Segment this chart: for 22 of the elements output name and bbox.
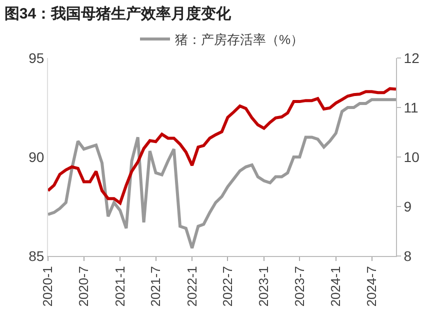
x-tick-label: 2024-1: [328, 266, 344, 307]
x-tick-label: 2020-7: [76, 266, 92, 307]
x-tick-label: 2022-1: [184, 266, 200, 307]
line-series: [48, 98, 396, 250]
x-tick-label: 2022-7: [220, 266, 235, 307]
y-tick-label: 85: [28, 248, 44, 264]
y-tick-label: 90: [28, 148, 44, 165]
line-series: [48, 87, 396, 205]
x-tick-label: 2024-7: [364, 266, 379, 307]
legend-label: 猪：产房存活率（%）: [175, 32, 304, 48]
y2-tick-label: 12: [404, 50, 420, 66]
x-tick-label: 2023-7: [292, 266, 307, 307]
y-tick-label: 95: [28, 50, 44, 66]
y2-tick-label: 11: [404, 99, 419, 116]
y2-tick-label: 10: [404, 148, 420, 165]
x-tick-label: 2021-1: [112, 266, 128, 307]
x-tick-label: 2020-1: [40, 266, 56, 307]
x-tick-label: 2021-7: [148, 266, 164, 307]
y2-tick-label: 9: [404, 198, 412, 214]
x-tick-label: 2023-1: [256, 266, 272, 307]
chart-title: 图34：我国母猪生产效率月度变化: [4, 4, 232, 23]
y2-tick-label: 8: [404, 248, 412, 264]
